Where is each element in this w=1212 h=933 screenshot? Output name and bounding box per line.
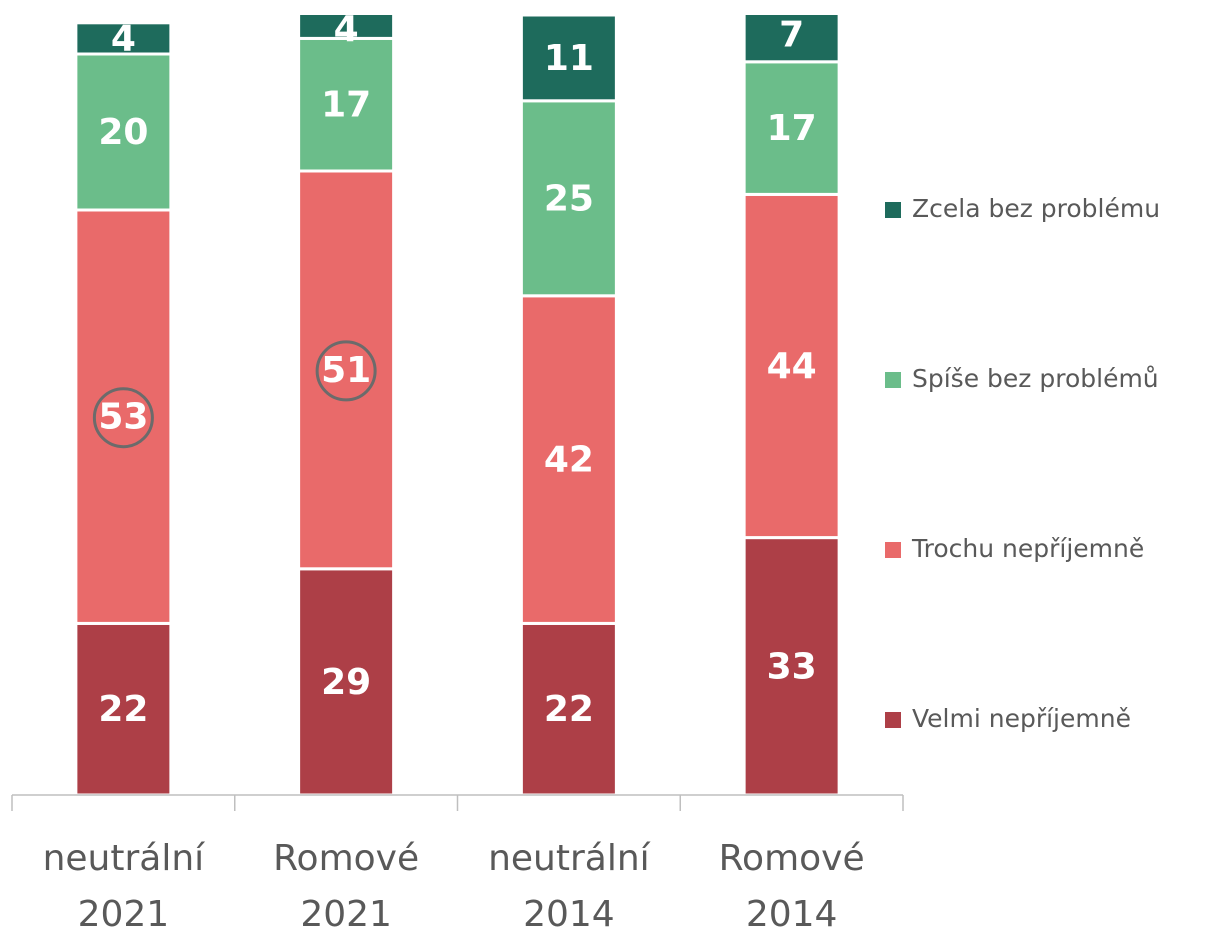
legend-swatch	[885, 712, 901, 728]
value-label: 17	[767, 108, 817, 149]
bar-segment	[742, 60, 841, 196]
value-label: 22	[98, 689, 148, 730]
bar-segment	[519, 294, 618, 625]
bar-segment	[519, 621, 618, 796]
x-tick-label: neutrální 2014	[488, 838, 651, 933]
bar-segment	[74, 21, 173, 56]
bar-segment	[519, 99, 618, 298]
value-label: 22	[544, 689, 594, 730]
bar-segment	[74, 208, 173, 625]
bar-segment	[297, 169, 396, 571]
legend-swatch	[885, 372, 901, 388]
value-label: 20	[98, 112, 148, 153]
value-label: 53	[98, 397, 148, 438]
value-label: 4	[334, 9, 359, 50]
legend-label: Spíše bez problémů	[912, 364, 1159, 393]
legend-swatch	[885, 202, 901, 218]
highlight-circle	[315, 340, 377, 402]
legend-swatch	[885, 542, 901, 558]
value-label: 44	[767, 346, 817, 387]
bar-segment	[519, 15, 618, 103]
legend-label: Zcela bez problému	[912, 194, 1160, 223]
value-label: 25	[544, 178, 594, 219]
highlight-circle	[92, 387, 154, 449]
value-label: 17	[321, 85, 371, 126]
bar-segment	[297, 36, 396, 173]
value-label: 11	[544, 38, 594, 79]
value-label: 51	[321, 350, 371, 391]
bar-segment	[74, 621, 173, 796]
value-label: 29	[321, 662, 371, 703]
value-label: 7	[779, 15, 804, 56]
bar-segment	[742, 15, 841, 64]
bar-segment	[742, 536, 841, 796]
plot-area: 22 53 20 4 29 51 17 4 22 42 25 11 33 44 17 7	[74, 9, 841, 796]
value-label: 4	[111, 18, 136, 59]
x-tick-label: neutrální 2021	[43, 838, 206, 933]
x-tick-label: Romové 2014	[719, 838, 865, 933]
legend-label: Velmi nepříjemně	[912, 704, 1131, 733]
value-label: 33	[767, 646, 817, 687]
bar-segment	[742, 192, 841, 540]
legend-label: Trochu nepříjemně	[911, 534, 1144, 563]
x-tick-label: Romové 2021	[273, 838, 419, 933]
value-label: 42	[544, 440, 594, 481]
bar-segment	[297, 15, 396, 40]
